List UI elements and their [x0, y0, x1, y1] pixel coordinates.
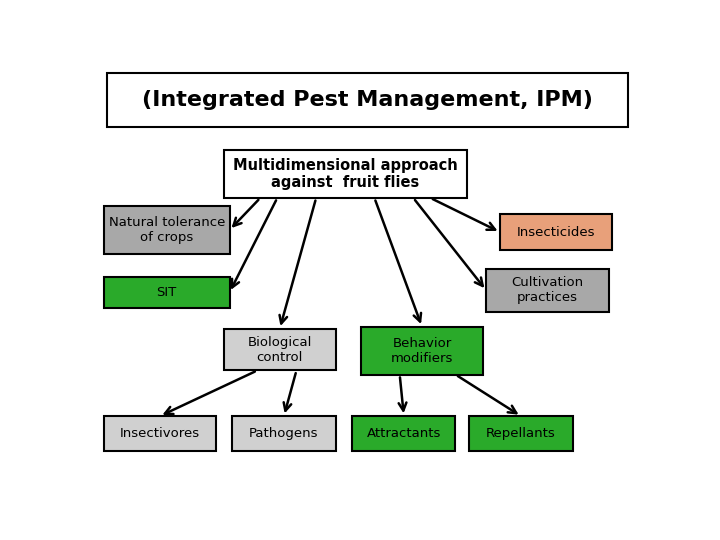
Text: Repellants: Repellants [486, 427, 556, 440]
FancyBboxPatch shape [500, 214, 612, 250]
FancyBboxPatch shape [224, 329, 336, 370]
Text: Pathogens: Pathogens [249, 427, 319, 440]
Text: Biological
control: Biological control [248, 336, 312, 363]
FancyBboxPatch shape [104, 277, 230, 308]
Text: Attractants: Attractants [366, 427, 441, 440]
FancyBboxPatch shape [104, 206, 230, 254]
FancyBboxPatch shape [224, 150, 467, 198]
FancyBboxPatch shape [469, 416, 572, 451]
FancyBboxPatch shape [352, 416, 456, 451]
FancyBboxPatch shape [361, 327, 483, 375]
FancyBboxPatch shape [486, 268, 609, 312]
Text: Natural tolerance
of crops: Natural tolerance of crops [109, 216, 225, 244]
Text: Cultivation
practices: Cultivation practices [511, 276, 584, 305]
Text: Multidimensional approach
against  fruit flies: Multidimensional approach against fruit … [233, 158, 458, 190]
Text: SIT: SIT [157, 286, 177, 299]
FancyBboxPatch shape [107, 73, 629, 127]
FancyBboxPatch shape [104, 416, 215, 451]
Text: Insecticides: Insecticides [517, 226, 595, 239]
Text: Behavior
modifiers: Behavior modifiers [391, 336, 453, 365]
Text: (Integrated Pest Management, IPM): (Integrated Pest Management, IPM) [142, 90, 593, 110]
FancyBboxPatch shape [233, 416, 336, 451]
Text: Insectivores: Insectivores [120, 427, 200, 440]
